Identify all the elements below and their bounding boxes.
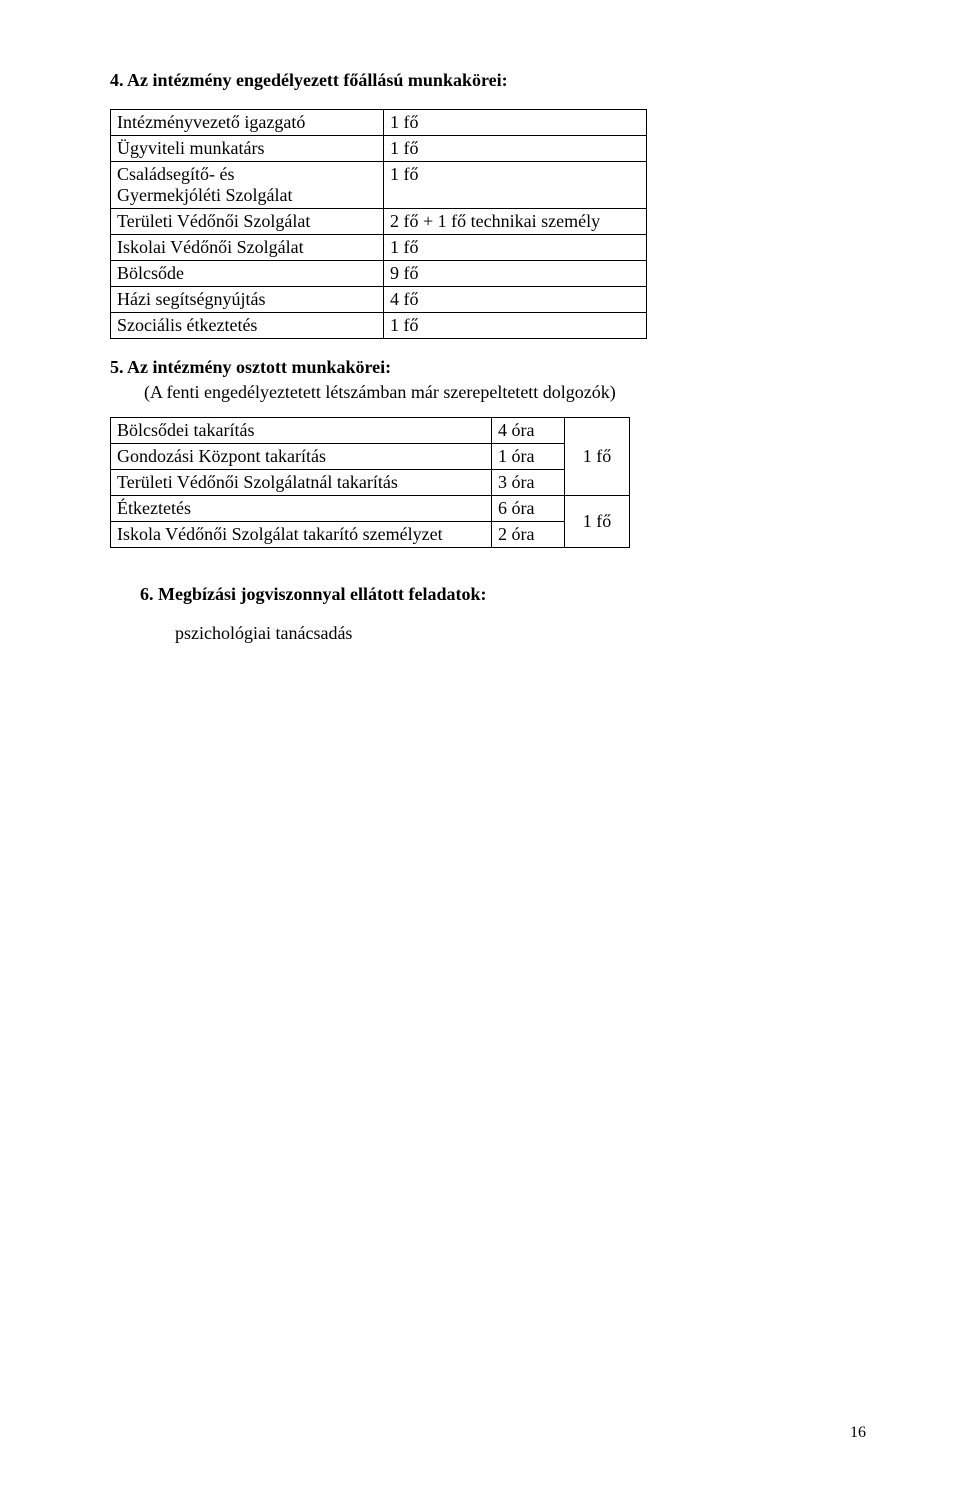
page-number: 16 [850, 1424, 866, 1442]
table-row: Bölcsőde 9 fő [111, 261, 647, 287]
table-row: Iskola Védőnői Szolgálat takarító személ… [111, 522, 630, 548]
job-value: 1 fő [384, 110, 647, 136]
task-hours: 1 óra [492, 444, 565, 470]
section4-heading: 4. Az intézmény engedélyezett főállású m… [110, 70, 870, 91]
task-hours: 6 óra [492, 496, 565, 522]
job-value: 9 fő [384, 261, 647, 287]
table-row: Házi segítségnyújtás 4 fő [111, 287, 647, 313]
job-label: Intézményvezető igazgató [111, 110, 384, 136]
section5-heading: 5. Az intézmény osztott munkakörei: [110, 357, 870, 378]
task-label: Étkeztetés [111, 496, 492, 522]
table-row: Területi Védőnői Szolgálatnál takarítás … [111, 470, 630, 496]
table-row: Területi Védőnői Szolgálat 2 fő + 1 fő t… [111, 209, 647, 235]
task-label: Iskola Védőnői Szolgálat takarító személ… [111, 522, 492, 548]
job-label: Területi Védőnői Szolgálat [111, 209, 384, 235]
table-row: Intézményvezető igazgató 1 fő [111, 110, 647, 136]
task-hours: 4 óra [492, 418, 565, 444]
task-count: 1 fő [565, 496, 630, 548]
job-value: 1 fő [384, 162, 647, 209]
job-label: Szociális étkeztetés [111, 313, 384, 339]
table-row: Ügyviteli munkatárs 1 fő [111, 136, 647, 162]
section5-table: Bölcsődei takarítás 4 óra 1 fő Gondozási… [110, 417, 630, 548]
page: 4. Az intézmény engedélyezett főállású m… [0, 0, 960, 1490]
job-label: Családsegítő- ésGyermekjóléti Szolgálat [111, 162, 384, 209]
job-value: 2 fő + 1 fő technikai személy [384, 209, 647, 235]
task-hours: 2 óra [492, 522, 565, 548]
task-count: 1 fő [565, 418, 630, 496]
job-value: 1 fő [384, 313, 647, 339]
job-label: Ügyviteli munkatárs [111, 136, 384, 162]
job-label: Bölcsőde [111, 261, 384, 287]
section5-subheading: (A fenti engedélyeztetett létszámban már… [144, 382, 870, 403]
section6-heading: 6. Megbízási jogviszonnyal ellátott fela… [140, 584, 870, 605]
table-row: Szociális étkeztetés 1 fő [111, 313, 647, 339]
section4-table: Intézményvezető igazgató 1 fő Ügyviteli … [110, 109, 647, 339]
table-row: Bölcsődei takarítás 4 óra 1 fő [111, 418, 630, 444]
job-value: 1 fő [384, 136, 647, 162]
table-row: Családsegítő- ésGyermekjóléti Szolgálat … [111, 162, 647, 209]
task-label: Területi Védőnői Szolgálatnál takarítás [111, 470, 492, 496]
task-label: Gondozási Központ takarítás [111, 444, 492, 470]
table-row: Gondozási Központ takarítás 1 óra [111, 444, 630, 470]
section6-item: pszichológiai tanácsadás [175, 623, 870, 644]
job-value: 4 fő [384, 287, 647, 313]
task-hours: 3 óra [492, 470, 565, 496]
job-value: 1 fő [384, 235, 647, 261]
task-label: Bölcsődei takarítás [111, 418, 492, 444]
table-row: Étkeztetés 6 óra 1 fő [111, 496, 630, 522]
job-label: Iskolai Védőnői Szolgálat [111, 235, 384, 261]
job-label: Házi segítségnyújtás [111, 287, 384, 313]
table-row: Iskolai Védőnői Szolgálat 1 fő [111, 235, 647, 261]
